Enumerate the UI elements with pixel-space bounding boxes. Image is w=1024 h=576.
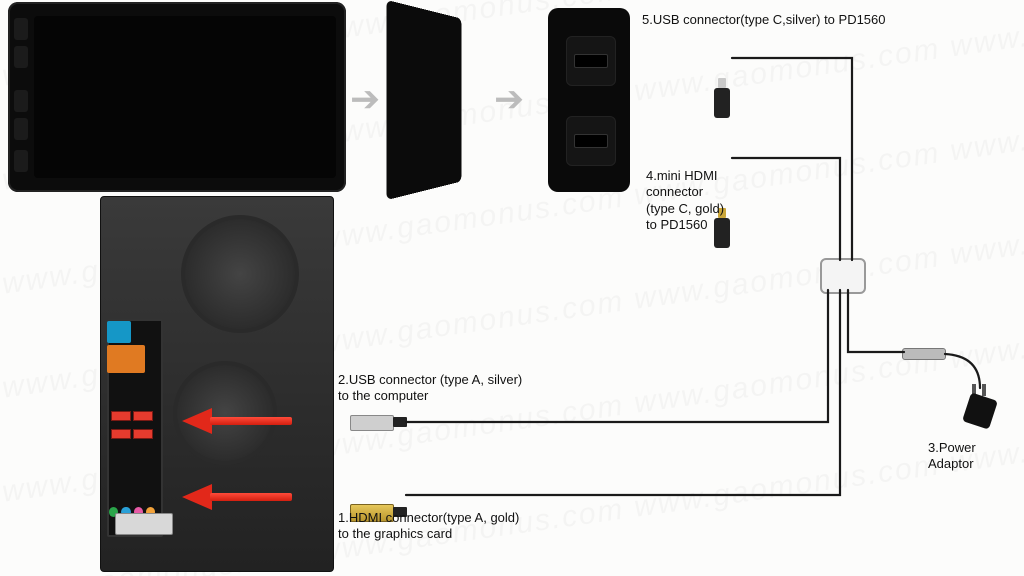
usb-port [111,411,131,421]
red-arrow [182,410,292,432]
tablet-port-closeup [548,8,630,192]
vga-port [107,345,145,373]
fan-icon [181,215,299,333]
label-step1: 1.HDMI connector(type A, gold)to the gra… [338,510,588,543]
tablet-side-view [386,0,460,200]
port-usb-c [566,36,616,86]
tablet-front-view [8,2,346,192]
power-adaptor [960,386,1000,430]
usb-port [133,429,153,439]
arrow-icon: ➔ [494,78,524,120]
dvi-port [115,513,173,535]
label-step3: 3.Power Adaptor [928,440,1024,473]
label-step2: 2.USB connector (type A, silver)to the c… [338,372,568,405]
usb-port [111,429,131,439]
cable-barrel_to_adaptor [945,354,980,388]
red-arrow [182,486,292,508]
usb-port [133,411,153,421]
ps2-port [107,321,131,343]
cable-hub_to_barrel [848,290,904,352]
usb-a-connector [350,415,394,431]
arrow-icon: ➔ [350,78,380,120]
usb-c-connector [714,88,730,118]
label-step5: 5.USB connector(type C,silver) to PD1560 [642,12,886,28]
cable-hub [820,258,866,294]
pc-tower-rear [100,196,334,572]
label-step4: 4.mini HDMIconnector(type C, gold)to PD1… [646,168,776,233]
barrel-connector [902,348,946,360]
port-mini-hdmi [566,116,616,166]
